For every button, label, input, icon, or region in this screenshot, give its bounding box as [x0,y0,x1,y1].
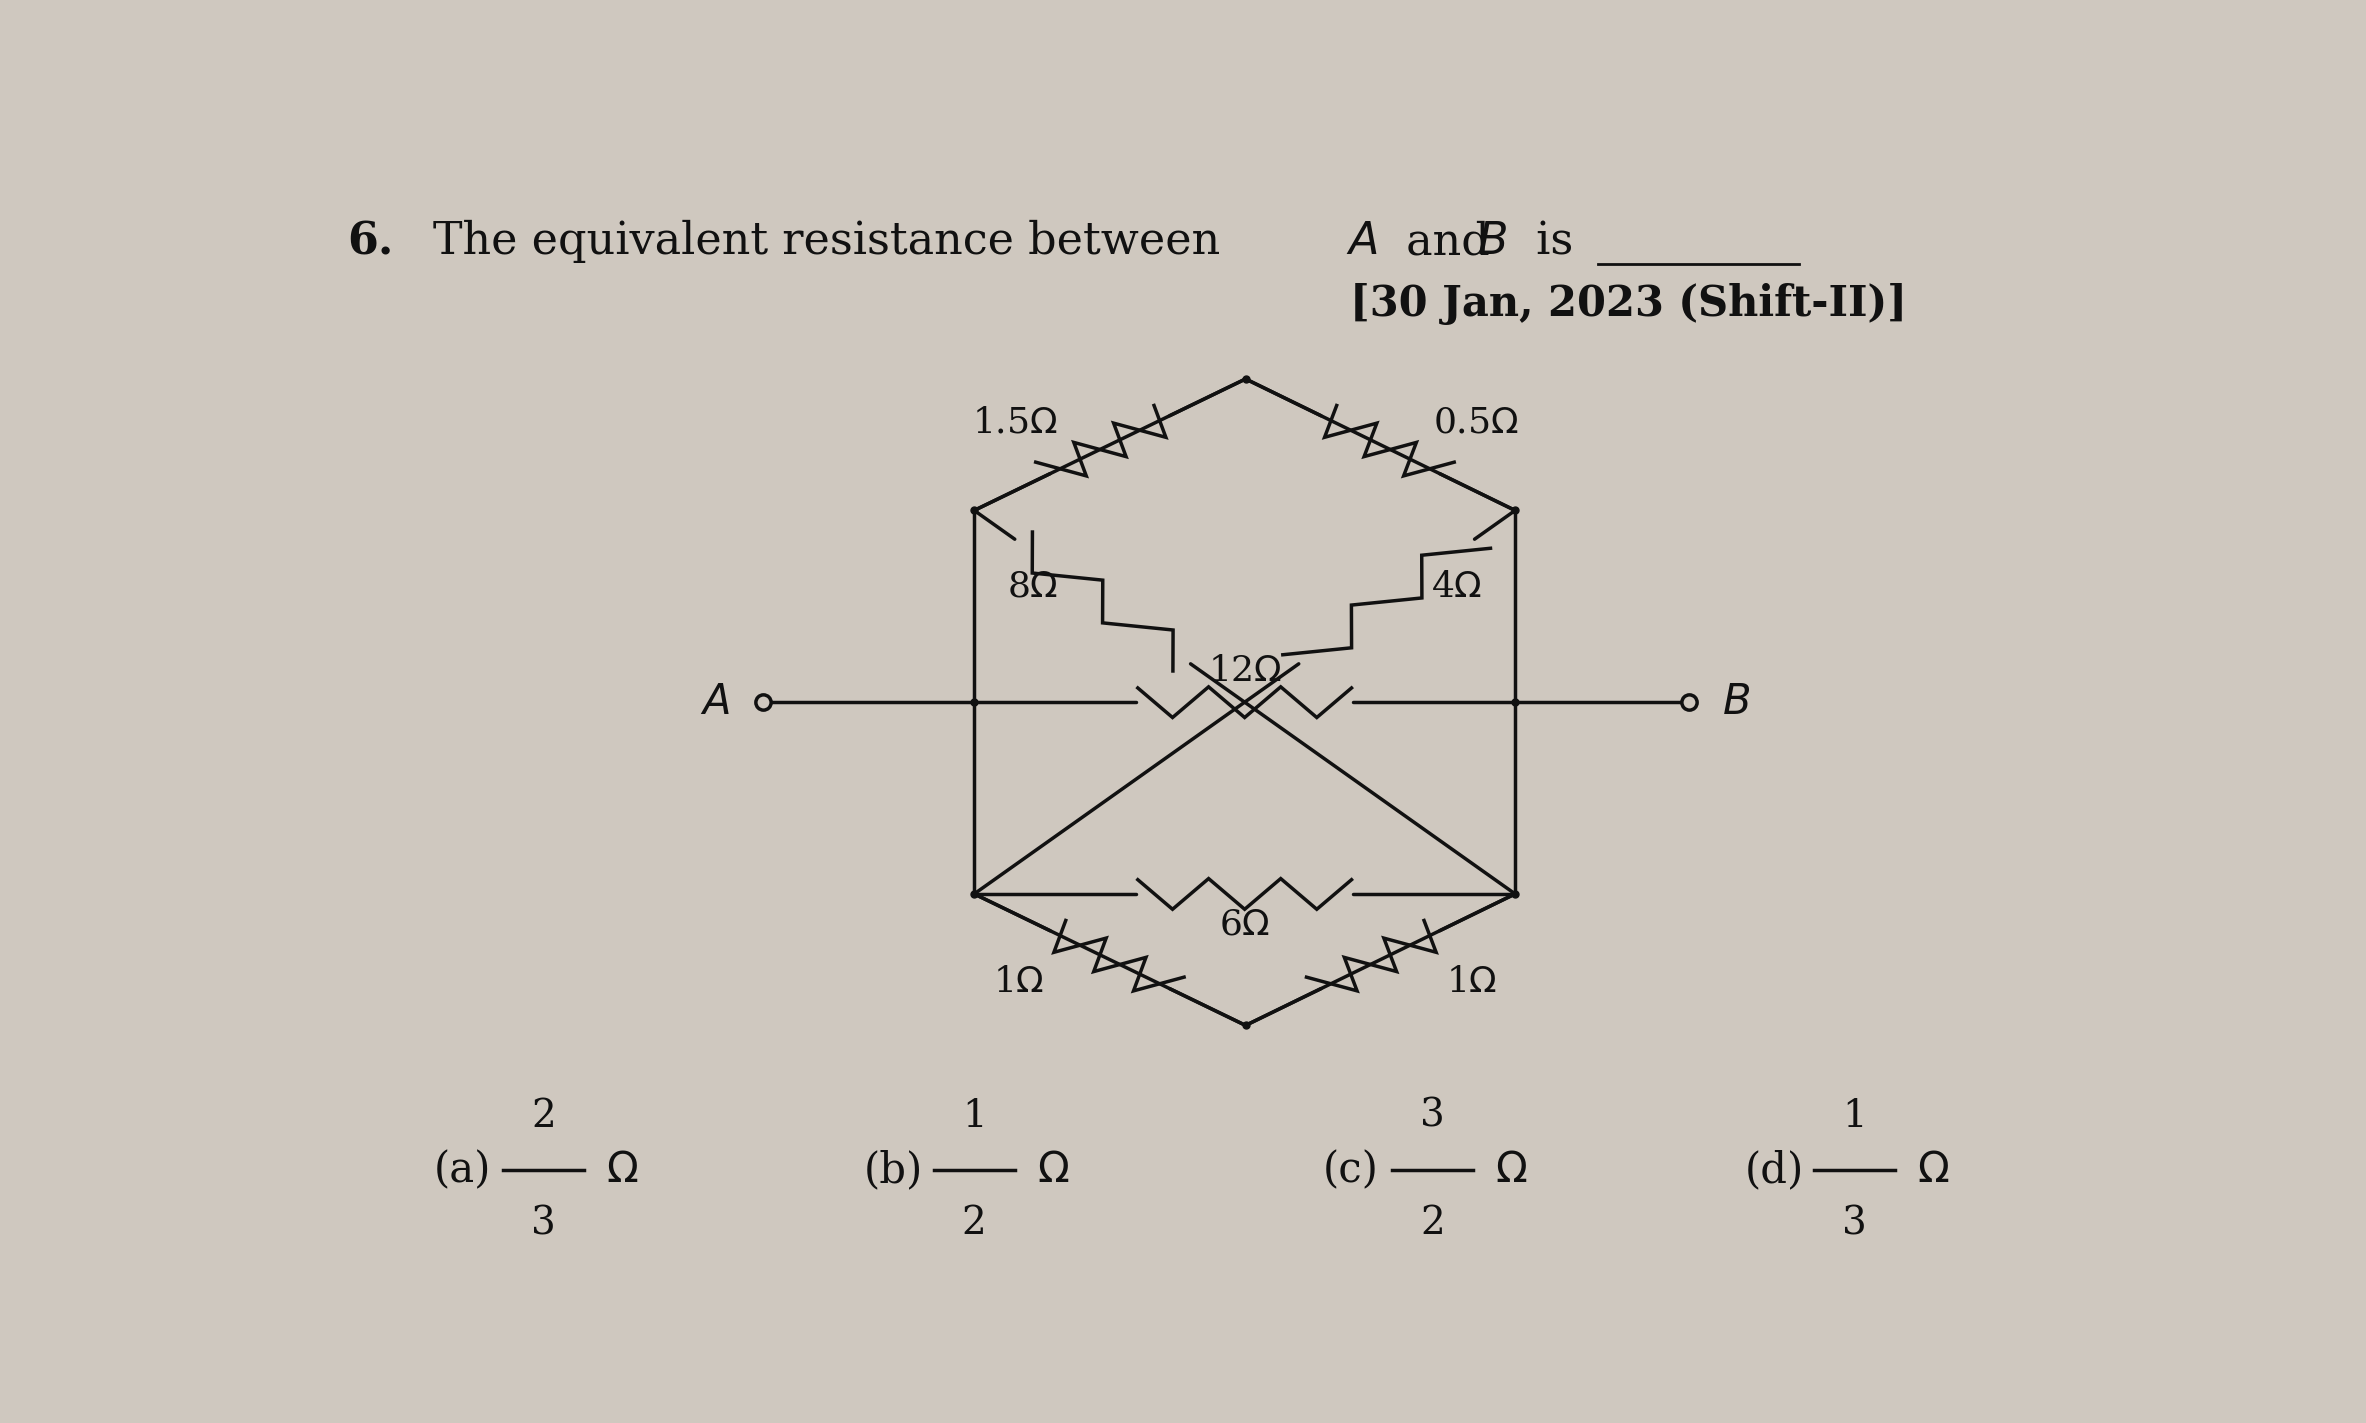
Text: and: and [1391,221,1505,263]
Text: 6.: 6. [348,221,393,263]
Text: 1: 1 [963,1099,987,1136]
Text: $\Omega$: $\Omega$ [1495,1148,1526,1191]
Text: $\Omega$: $\Omega$ [1036,1148,1069,1191]
Text: 1.5$\Omega$: 1.5$\Omega$ [972,406,1058,440]
Text: 3: 3 [1420,1099,1446,1136]
Text: 1$\Omega$: 1$\Omega$ [994,965,1043,999]
Text: 3: 3 [1843,1205,1867,1242]
Text: 6$\Omega$: 6$\Omega$ [1218,908,1271,942]
Text: 1: 1 [1843,1099,1867,1136]
Text: 0.5$\Omega$: 0.5$\Omega$ [1434,406,1519,440]
Text: 4$\Omega$: 4$\Omega$ [1431,569,1483,603]
Text: $A$: $A$ [700,682,731,723]
Text: (b): (b) [864,1148,923,1191]
Text: $\Omega$: $\Omega$ [606,1148,639,1191]
Text: 2: 2 [530,1099,556,1136]
Text: (d): (d) [1744,1148,1803,1191]
Text: [30 Jan, 2023 (Shift-II)]: [30 Jan, 2023 (Shift-II)] [1351,283,1907,324]
Text: The equivalent resistance between: The equivalent resistance between [433,221,1235,263]
Text: 1$\Omega$: 1$\Omega$ [1446,965,1498,999]
Text: $B$: $B$ [1476,221,1507,263]
Text: is: is [1521,221,1573,263]
Text: (c): (c) [1323,1148,1379,1191]
Text: $B$: $B$ [1722,682,1751,723]
Text: 3: 3 [530,1205,556,1242]
Text: 12$\Omega$: 12$\Omega$ [1207,655,1282,689]
Text: (a): (a) [433,1148,490,1191]
Text: 2: 2 [1420,1205,1446,1242]
Text: 2: 2 [963,1205,987,1242]
Text: $\Omega$: $\Omega$ [1916,1148,1950,1191]
Text: 8$\Omega$: 8$\Omega$ [1008,569,1058,603]
Text: $A$: $A$ [1346,221,1377,263]
